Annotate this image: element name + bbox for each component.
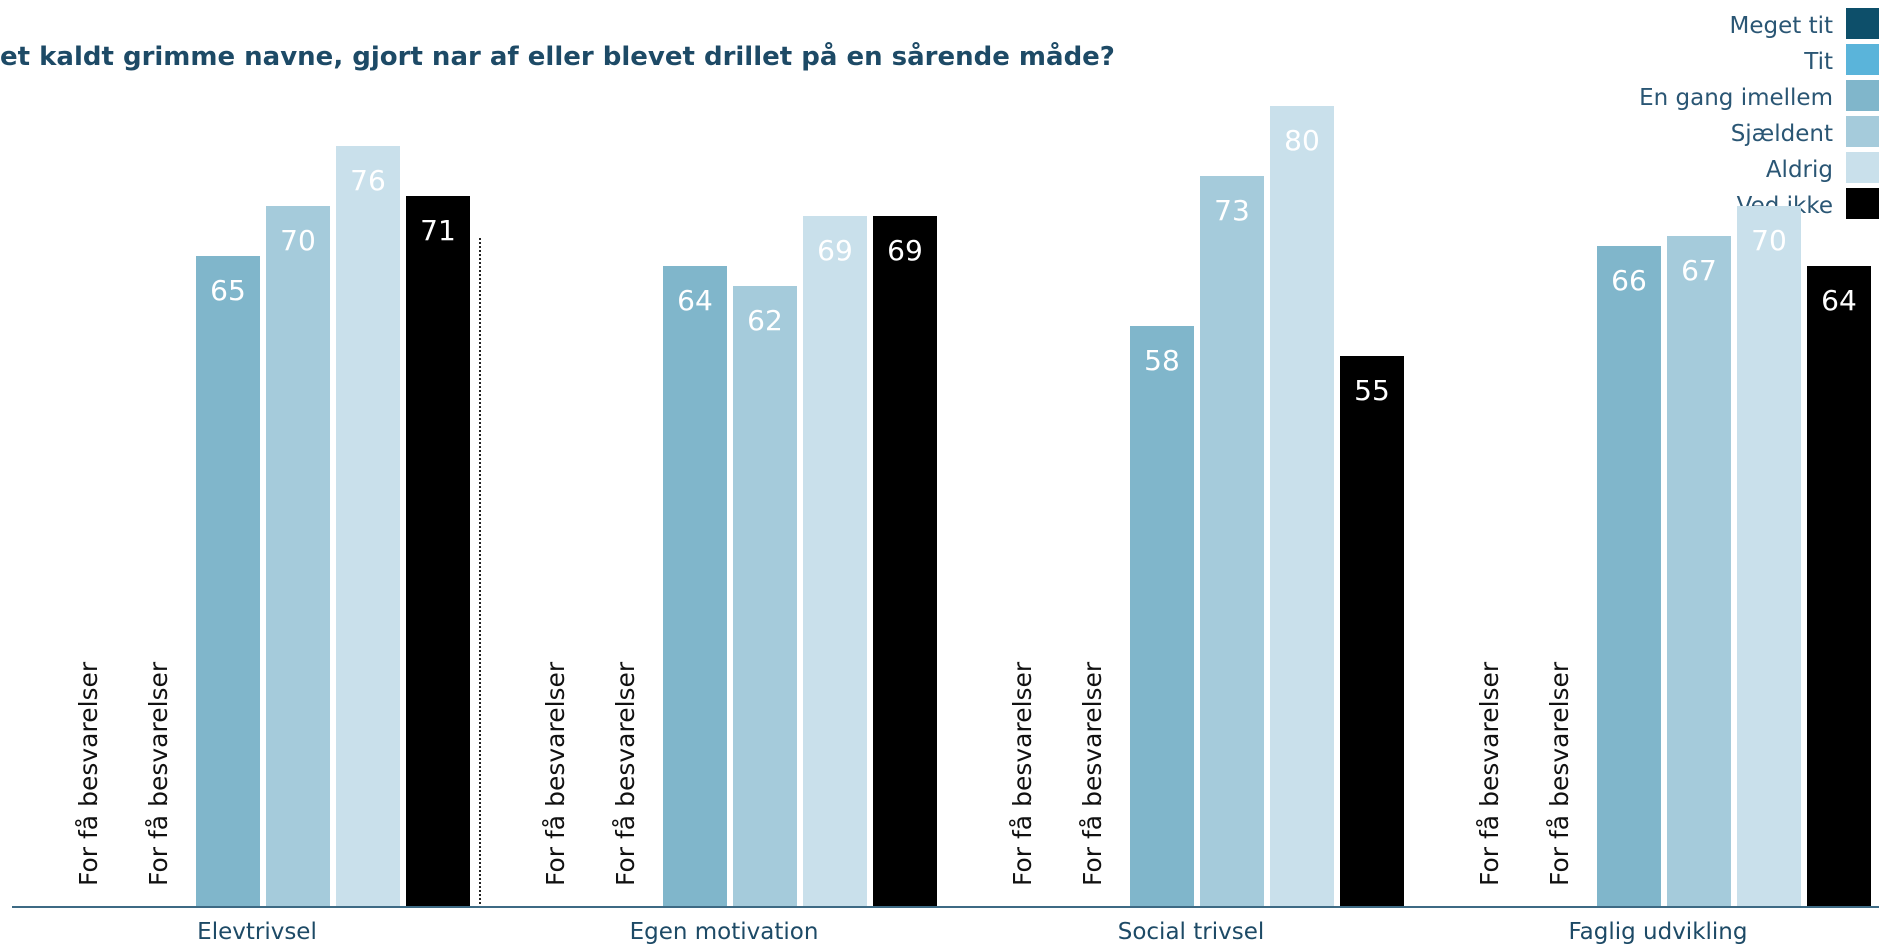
category-label-faglig-udvikling: Faglig udvikling: [1569, 919, 1748, 945]
bar-label-egen-motivation-en-gang-imellem: 64: [677, 284, 713, 317]
insufficient-label-faglig-udvikling-tit: For få besvarelser: [1545, 661, 1574, 886]
insufficient-label-egen-motivation-tit: For få besvarelser: [611, 661, 640, 886]
bar-label-faglig-udvikling-sjaeldent: 67: [1681, 254, 1717, 287]
bar-egen-motivation-ved-ikke: [873, 216, 937, 906]
bar-faglig-udvikling-ved-ikke: [1807, 266, 1871, 906]
bar-label-elevtrivsel-ved-ikke: 71: [420, 214, 456, 247]
bar-label-elevtrivsel-aldrig: 76: [350, 164, 386, 197]
bar-faglig-udvikling-aldrig: [1737, 206, 1801, 906]
bar-elevtrivsel-aldrig: [336, 146, 400, 906]
insufficient-label-elevtrivsel-tit: For få besvarelser: [144, 661, 173, 886]
bar-social-trivsel-en-gang-imellem: [1130, 326, 1194, 906]
category-label-elevtrivsel: Elevtrivsel: [197, 919, 317, 945]
bar-label-egen-motivation-sjaeldent: 62: [747, 304, 783, 337]
bar-social-trivsel-sjaeldent: [1200, 176, 1264, 906]
legend-label-tit: Tit: [1803, 49, 1833, 75]
bar-social-trivsel-ved-ikke: [1340, 356, 1404, 906]
bar-elevtrivsel-en-gang-imellem: [196, 256, 260, 906]
bar-egen-motivation-aldrig: [803, 216, 867, 906]
legend-swatch-sjaeldent: [1846, 116, 1879, 147]
category-label-egen-motivation: Egen motivation: [630, 919, 819, 945]
category-label-social-trivsel: Social trivsel: [1118, 919, 1265, 945]
insufficient-label-elevtrivsel-meget-tit: For få besvarelser: [74, 661, 103, 886]
insufficient-label-egen-motivation-meget-tit: For få besvarelser: [541, 661, 570, 886]
legend-swatch-meget-tit: [1846, 8, 1879, 39]
insufficient-label-faglig-udvikling-meget-tit: For få besvarelser: [1475, 661, 1504, 886]
bar-label-egen-motivation-ved-ikke: 69: [887, 234, 923, 267]
bar-labels: For få besvarelser For få besvarelser 65 70…: [74, 124, 1857, 886]
bar-label-social-trivsel-en-gang-imellem: 58: [1144, 344, 1180, 377]
legend-swatch-ved-ikke: [1846, 188, 1879, 219]
bars: [196, 106, 1871, 906]
legend-label-en-gang-imellem: En gang imellem: [1639, 85, 1833, 111]
x-axis: Elevtrivsel Egen motivation Social trivsel…: [12, 238, 1879, 945]
bar-label-faglig-udvikling-en-gang-imellem: 66: [1611, 264, 1647, 297]
legend: Meget tit Tit En gang imellem Sjældent Aldri…: [1639, 8, 1879, 219]
bar-label-elevtrivsel-en-gang-imellem: 65: [210, 274, 246, 307]
bar-social-trivsel-aldrig: [1270, 106, 1334, 906]
bar-label-faglig-udvikling-ved-ikke: 64: [1821, 284, 1857, 317]
legend-label-meget-tit: Meget tit: [1730, 13, 1834, 39]
legend-label-aldrig: Aldrig: [1766, 157, 1833, 183]
bar-elevtrivsel-ved-ikke: [406, 196, 470, 906]
bar-faglig-udvikling-sjaeldent: [1667, 236, 1731, 906]
bar-label-social-trivsel-aldrig: 80: [1284, 124, 1320, 157]
bar-label-social-trivsel-sjaeldent: 73: [1214, 194, 1250, 227]
chart-title: et kaldt grimme navne, gjort nar af elle…: [0, 42, 1115, 72]
bar-label-faglig-udvikling-aldrig: 70: [1751, 224, 1787, 257]
legend-swatch-tit: [1846, 44, 1879, 75]
bar-label-social-trivsel-ved-ikke: 55: [1354, 374, 1390, 407]
insufficient-label-social-trivsel-meget-tit: For få besvarelser: [1008, 661, 1037, 886]
bar-label-egen-motivation-aldrig: 69: [817, 234, 853, 267]
bar-egen-motivation-en-gang-imellem: [663, 266, 727, 906]
legend-swatch-aldrig: [1846, 152, 1879, 183]
bar-label-elevtrivsel-sjaeldent: 70: [280, 224, 316, 257]
legend-label-sjaeldent: Sjældent: [1731, 121, 1833, 147]
insufficient-label-social-trivsel-tit: For få besvarelser: [1078, 661, 1107, 886]
bar-faglig-udvikling-en-gang-imellem: [1597, 246, 1661, 906]
legend-swatch-en-gang-imellem: [1846, 80, 1879, 111]
bar-egen-motivation-sjaeldent: [733, 286, 797, 906]
bar-elevtrivsel-sjaeldent: [266, 206, 330, 906]
